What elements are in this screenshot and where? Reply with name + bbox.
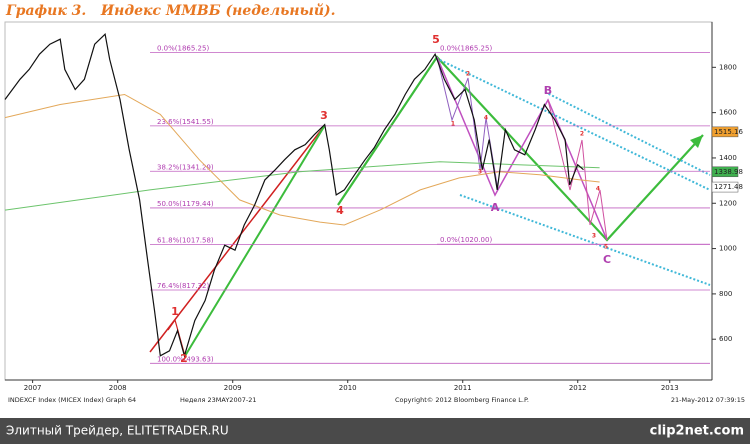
wave-label: 4 <box>484 115 488 122</box>
price-label: 1271.48 <box>714 183 743 191</box>
wave-label: 3 <box>320 109 328 122</box>
price-label: 1515.16 <box>714 128 743 136</box>
wave-label: 3 <box>592 233 596 240</box>
fib2-label: 0.0%(1020.00) <box>440 236 492 244</box>
footer-text: 21-May-2012 07:39:15 <box>671 396 745 404</box>
wave-label: 3 <box>478 169 482 176</box>
fib-label: 38.2%(1341.29) <box>157 163 214 171</box>
footer-text: INDEXCF Index (MICEX Index) Graph 64 <box>8 396 136 404</box>
x-tick-label: 2013 <box>661 384 679 392</box>
trend-lines <box>149 55 711 357</box>
fib-label: 0.0%(1865.25) <box>157 45 209 53</box>
wave-label: 2 <box>180 352 188 365</box>
footer-text: Неделя 23MAY2007-21 <box>180 396 256 404</box>
wave-label: A <box>491 201 500 214</box>
y-tick-label: 600 <box>719 335 732 343</box>
fib-label: 76.4%(817.32) <box>157 282 209 290</box>
x-tick-label: 2007 <box>24 384 42 392</box>
wave-label: 2 <box>580 131 584 138</box>
price-label-box <box>711 126 739 138</box>
clip2net-logo: clip2net.com <box>650 424 744 439</box>
moving-average <box>4 93 600 226</box>
fib-label: 50.0%(1179.44) <box>157 200 214 208</box>
wave-label: 1 <box>451 121 455 128</box>
price-label: 1338.98 <box>714 168 743 176</box>
fib-label: 100.0%(493.63) <box>157 355 214 363</box>
fib-label: 23.6%(1541.55) <box>157 118 214 126</box>
watermark-text: Элитный Трейдер, ELITETRADER.RU <box>6 424 229 438</box>
wave-label: 5 <box>432 33 440 46</box>
wave-label: 4 <box>596 186 600 193</box>
price-label-box <box>711 181 739 193</box>
page-title: График 3. Индекс ММВБ (недельный). <box>5 2 336 19</box>
watermark-bar <box>0 418 750 444</box>
footer-text: Copyright© 2012 Bloomberg Finance L.P. <box>395 396 529 404</box>
x-tick-label: 2010 <box>339 384 357 392</box>
y-tick-label: 1800 <box>719 63 737 71</box>
x-tick-label: 2012 <box>569 384 587 392</box>
wave-label: 2 <box>466 71 470 78</box>
wave-label: C <box>603 253 611 266</box>
wave-label: 5 <box>604 244 608 251</box>
fib2-label: 0.0%(1865.25) <box>440 45 492 53</box>
fib-label: 61.8%(1017.58) <box>157 237 214 245</box>
wave-label: 4 <box>336 204 344 217</box>
price-line <box>4 32 584 358</box>
y-tick-label: 1600 <box>719 109 737 117</box>
price-label-box <box>711 166 739 178</box>
y-tick-label: 1200 <box>719 199 737 207</box>
x-tick-label: 2008 <box>109 384 127 392</box>
y-tick-label: 1400 <box>719 154 737 162</box>
y-tick-label: 800 <box>719 290 732 298</box>
wave-label: B <box>544 84 552 97</box>
y-tick-label: 1000 <box>719 245 737 253</box>
x-tick-label: 2009 <box>224 384 242 392</box>
x-tick-label: 2011 <box>454 384 472 392</box>
wave-label: 1 <box>171 305 179 318</box>
plot-area <box>4 21 713 381</box>
